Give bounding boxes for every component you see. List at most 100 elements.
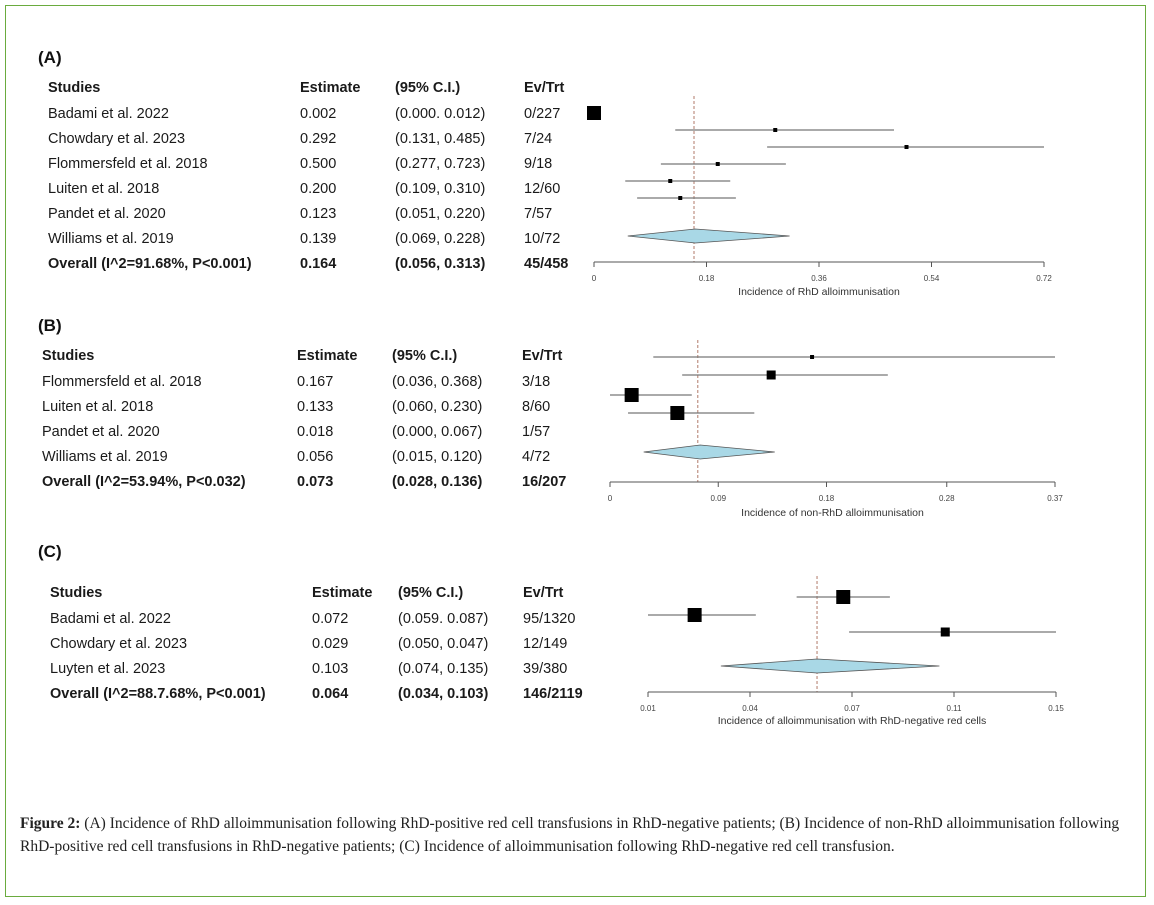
header-estimate: Estimate [312, 585, 373, 601]
estimate: 0.167 [297, 374, 334, 390]
ci: (0.051, 0.220) [395, 206, 486, 222]
x-tick-label: 0.54 [924, 274, 940, 283]
summary-diamond [643, 444, 775, 460]
point-estimate-square [766, 370, 776, 380]
ev-trt: 7/57 [524, 206, 553, 222]
x-tick-label: 0.01 [640, 704, 656, 713]
summary-diamond [627, 228, 790, 244]
point-estimate-square [678, 196, 683, 200]
estimate: 0.500 [300, 156, 337, 172]
header-ci: (95% C.I.) [398, 585, 464, 601]
ci: (0.069, 0.228) [395, 231, 486, 247]
estimate: 0.072 [312, 611, 349, 627]
header-studies: Studies [48, 80, 101, 96]
study-name: Badami et al. 2022 [48, 106, 169, 122]
estimate: 0.029 [312, 636, 349, 652]
point-estimate-square [587, 106, 601, 120]
estimate: 0.002 [300, 106, 337, 122]
estimate: 0.073 [297, 474, 334, 490]
study-name: Pandet et al. 2020 [48, 206, 166, 222]
point-estimate-square [773, 128, 778, 132]
x-tick-label: 0 [592, 274, 597, 283]
panel-c-label: (C) [38, 542, 62, 561]
ci: (0.000. 0.012) [395, 106, 486, 122]
header-estimate: Estimate [300, 80, 361, 96]
header-estimate: Estimate [297, 348, 358, 364]
x-tick-label: 0.09 [710, 494, 726, 503]
ci: (0.060, 0.230) [392, 399, 483, 415]
x-tick-label: 0.28 [939, 494, 955, 503]
estimate: 0.056 [297, 449, 334, 465]
study-name: Chowdary et al. 2023 [48, 131, 186, 147]
estimate: 0.123 [300, 206, 337, 222]
header-evtrt: Ev/Trt [522, 348, 563, 364]
ci: (0.050, 0.047) [398, 636, 489, 652]
x-axis-label: Incidence of alloimmunisation with RhD-n… [718, 715, 986, 727]
ev-trt: 8/60 [522, 399, 551, 415]
ev-trt: 12/60 [524, 181, 561, 197]
ev-trt: 3/18 [522, 374, 551, 390]
estimate: 0.133 [297, 399, 334, 415]
estimate: 0.139 [300, 231, 337, 247]
ci: (0.028, 0.136) [392, 474, 483, 490]
point-estimate-square [715, 162, 720, 166]
point-estimate-square [904, 145, 909, 149]
x-tick-label: 0.15 [1048, 704, 1064, 713]
ev-trt: 4/72 [522, 449, 551, 465]
ev-trt: 12/149 [523, 636, 568, 652]
study-name: Badami et al. 2022 [50, 611, 171, 627]
point-estimate-square [668, 179, 673, 183]
ev-trt: 7/24 [524, 131, 553, 147]
ev-trt: 1/57 [522, 424, 551, 440]
figure-caption: Figure 2: (A) Incidence of RhD alloimmun… [20, 812, 1140, 858]
ci: (0.059. 0.087) [398, 611, 489, 627]
ci: (0.015, 0.120) [392, 449, 483, 465]
ev-trt: 95/1320 [523, 611, 576, 627]
x-tick-label: 0.04 [742, 704, 758, 713]
ev-trt: 0/227 [524, 106, 561, 122]
summary-diamond [720, 658, 940, 674]
ev-trt: 9/18 [524, 156, 553, 172]
x-tick-label: 0.11 [947, 704, 963, 713]
study-name: Chowdary et al. 2023 [50, 636, 188, 652]
x-tick-label: 0.07 [844, 704, 860, 713]
header-studies: Studies [50, 585, 103, 601]
point-estimate-square [836, 590, 851, 604]
header-evtrt: Ev/Trt [524, 80, 565, 96]
study-name: Luiten et al. 2018 [48, 181, 160, 197]
x-tick-label: 0.18 [699, 274, 715, 283]
header-ci: (95% C.I.) [395, 80, 461, 96]
estimate: 0.103 [312, 661, 349, 677]
study-name: Williams et al. 2019 [42, 449, 168, 465]
ci: (0.036, 0.368) [392, 374, 483, 390]
study-name: Luiten et al. 2018 [42, 399, 154, 415]
header-evtrt: Ev/Trt [523, 585, 564, 601]
study-name: Flommersfeld et al. 2018 [48, 156, 208, 172]
x-tick-label: 0.18 [819, 494, 835, 503]
ev-trt: 39/380 [523, 661, 568, 677]
study-name: Williams et al. 2019 [48, 231, 174, 247]
ev-trt: 10/72 [524, 231, 561, 247]
ev-trt: 45/458 [524, 256, 569, 272]
header-studies: Studies [42, 348, 95, 364]
ci: (0.277, 0.723) [395, 156, 486, 172]
caption-text: (A) Incidence of RhD alloimmunisation fo… [20, 815, 1120, 855]
figure-frame [5, 5, 1146, 897]
ci: (0.056, 0.313) [395, 256, 486, 272]
estimate: 0.164 [300, 256, 337, 272]
estimate: 0.018 [297, 424, 334, 440]
ci: (0.109, 0.310) [395, 181, 486, 197]
x-tick-label: 0 [608, 494, 613, 503]
header-ci: (95% C.I.) [392, 348, 458, 364]
panel-b-label: (B) [38, 316, 62, 335]
study-name: Overall (I^2=53.94%, P<0.032) [42, 474, 246, 490]
x-axis-label: Incidence of RhD alloimmunisation [738, 286, 900, 298]
estimate: 0.200 [300, 181, 337, 197]
panel-a-label: (A) [38, 48, 62, 67]
study-name: Flommersfeld et al. 2018 [42, 374, 202, 390]
ci: (0.034, 0.103) [398, 686, 489, 702]
point-estimate-square [670, 406, 685, 420]
x-tick-label: 0.37 [1047, 494, 1063, 503]
point-estimate-square [687, 608, 702, 622]
x-tick-label: 0.72 [1036, 274, 1052, 283]
